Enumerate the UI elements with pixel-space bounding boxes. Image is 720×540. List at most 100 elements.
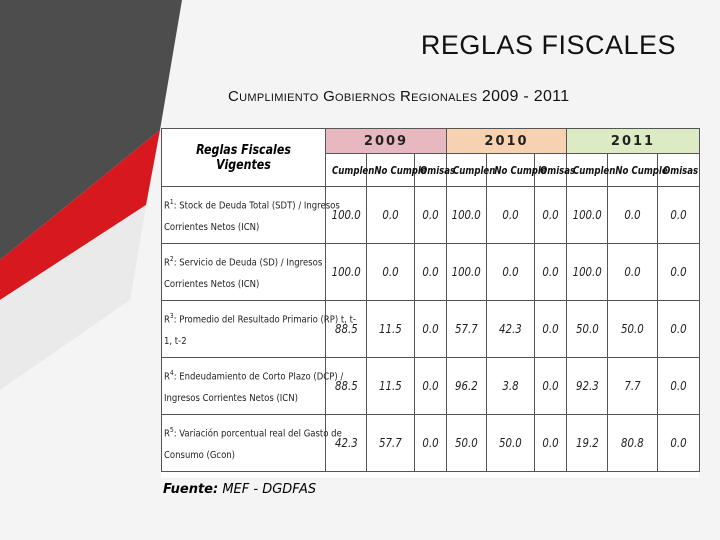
value-text: 0.0 <box>422 379 439 393</box>
value-cell: 0.0 <box>366 243 415 301</box>
rule-label-cell: R3: Promedio del Resultado Primario (RP)… <box>161 300 356 358</box>
value-cell: 100.0 <box>325 186 367 244</box>
value-cell: 0.0 <box>414 243 447 301</box>
subheader-text: Omisas <box>419 163 456 177</box>
subheader-text: No Cumple <box>374 163 427 177</box>
year-header-2011: 2011 <box>566 128 700 154</box>
subheader-cumplen: Cumplen <box>446 153 495 187</box>
value-cell: 3.8 <box>486 357 535 415</box>
subheader-text: No Cumple <box>615 163 668 177</box>
value-text: 0.0 <box>670 265 687 279</box>
rule-number: 3 <box>169 311 174 320</box>
rule-number: 1 <box>169 197 174 206</box>
rule-label-text: : Variación porcentual real del Gasto de <box>173 428 342 440</box>
rule-number: 4 <box>169 368 174 377</box>
value-text: 0.0 <box>542 322 559 336</box>
value-cell: 0.0 <box>414 300 447 358</box>
value-cell: 0.0 <box>534 357 567 415</box>
rule-label-cell: R1: Stock de Deuda Total (SDT) / Ingreso… <box>161 186 340 244</box>
value-cell: 100.0 <box>566 186 608 244</box>
value-text: 0.0 <box>422 322 439 336</box>
value-text: 100.0 <box>331 265 361 279</box>
source-value: MEF - DGDFAS <box>222 482 317 497</box>
rule-number: 2 <box>169 254 174 263</box>
rule-label-text: : Promedio del Resultado Primario (RP) t… <box>173 314 356 326</box>
value-cell: 96.2 <box>446 357 487 415</box>
subheader-text: No Cumple <box>494 163 547 177</box>
subheader-text: Cumplen <box>572 163 616 177</box>
page-subtitle: Cumplimiento Gobiernos Regionales 2009 -… <box>228 88 569 106</box>
rule-label-cell: R2: Servicio de Deuda (SD) / Ingresos Cor… <box>161 243 326 301</box>
value-cell: 100.0 <box>325 243 367 301</box>
value-cell: 0.0 <box>414 414 447 472</box>
value-cell: 0.0 <box>534 243 567 301</box>
value-text: 0.0 <box>670 322 687 336</box>
subheader-no-cumple: No Cumple <box>366 153 427 187</box>
value-cell: 0.0 <box>366 186 415 244</box>
subheader-omisas: Omisas <box>534 153 575 187</box>
rule-letter: R <box>164 428 170 440</box>
value-text: 0.0 <box>542 265 559 279</box>
value-cell: 0.0 <box>534 186 567 244</box>
table-row: R4: Endeudamiento de Corto Plazo (DCP) /… <box>161 357 700 415</box>
rule-letter: R <box>164 200 170 212</box>
value-text: 88.5 <box>334 322 358 336</box>
value-text: 50.0 <box>455 436 478 450</box>
value-text: 50.0 <box>621 322 644 336</box>
value-cell: 0.0 <box>534 414 567 472</box>
value-cell: 0.0 <box>657 186 700 244</box>
value-cell: 0.0 <box>414 186 447 244</box>
page-title: REGLAS FISCALES <box>420 30 676 60</box>
value-text: 42.3 <box>334 436 358 450</box>
table-row: R5: Variación porcentual real del Gasto … <box>161 414 700 472</box>
value-text: 0.0 <box>542 379 559 393</box>
rule-label-line2: Consumo (Gcon) <box>164 450 236 462</box>
fiscal-rules-table-container: Reglas Fiscales Vigentes 2009 2010 2011 … <box>161 128 700 478</box>
rule-letter: R <box>164 371 170 383</box>
value-cell: 11.5 <box>366 357 415 415</box>
value-cell: 80.8 <box>607 414 658 472</box>
rule-label-line1: R3: Promedio del Resultado Primario (RP)… <box>164 305 356 331</box>
rule-label-line1: R5: Variación porcentual real del Gasto … <box>164 419 342 445</box>
rule-label-line1: R2: Servicio de Deuda (SD) / Ingresos <box>164 248 322 274</box>
value-text: 11.5 <box>379 322 402 336</box>
value-text: 100.0 <box>572 265 602 279</box>
value-text: 0.0 <box>422 265 439 279</box>
value-cell: 0.0 <box>414 357 447 415</box>
value-cell: 88.5 <box>325 357 367 415</box>
value-text: 50.0 <box>575 322 599 336</box>
value-text: 92.3 <box>575 379 599 393</box>
rule-label-line2: Corrientes Netos (ICN) <box>164 222 260 234</box>
subtitle-text: Cumplimiento Gobiernos Regionales <box>228 88 478 105</box>
year-header-2009: 2009 <box>325 128 447 154</box>
table-header-label: Reglas Fiscales Vigentes <box>196 142 291 173</box>
value-text: 0.0 <box>542 436 559 450</box>
value-text: 100.0 <box>451 208 482 222</box>
value-text: 57.7 <box>379 436 402 450</box>
subheader-omisas: Omisas <box>657 153 700 187</box>
value-text: 57.7 <box>455 322 478 336</box>
value-text: 0.0 <box>670 208 687 222</box>
value-cell: 0.0 <box>534 300 567 358</box>
value-cell: 11.5 <box>366 300 415 358</box>
rule-label-line1: R1: Stock de Deuda Total (SDT) / Ingreso… <box>164 191 340 217</box>
value-text: 19.2 <box>575 436 599 450</box>
value-cell: 0.0 <box>657 414 700 472</box>
value-cell: 50.0 <box>607 300 658 358</box>
year-header-2010: 2010 <box>446 128 567 154</box>
subtitle-years: 2009 - 2011 <box>481 88 570 105</box>
source-note: Fuente: MEF - DGDFAS <box>163 482 316 497</box>
value-cell: 0.0 <box>607 186 658 244</box>
subheader-no-cumple: No Cumple <box>607 153 668 187</box>
rule-label-cell: R5: Variación porcentual real del Gasto … <box>161 414 342 472</box>
value-cell: 57.7 <box>366 414 415 472</box>
value-cell: 0.0 <box>607 243 658 301</box>
subheader-text: Cumplen <box>452 163 496 177</box>
rule-label-text: : Servicio de Deuda (SD) / Ingresos <box>173 257 323 269</box>
rule-letter: R <box>164 314 170 326</box>
value-cell: 42.3 <box>325 414 367 472</box>
value-cell: 0.0 <box>657 300 700 358</box>
subheader-no-cumple: No Cumple <box>486 153 547 187</box>
value-cell: 0.0 <box>657 357 700 415</box>
